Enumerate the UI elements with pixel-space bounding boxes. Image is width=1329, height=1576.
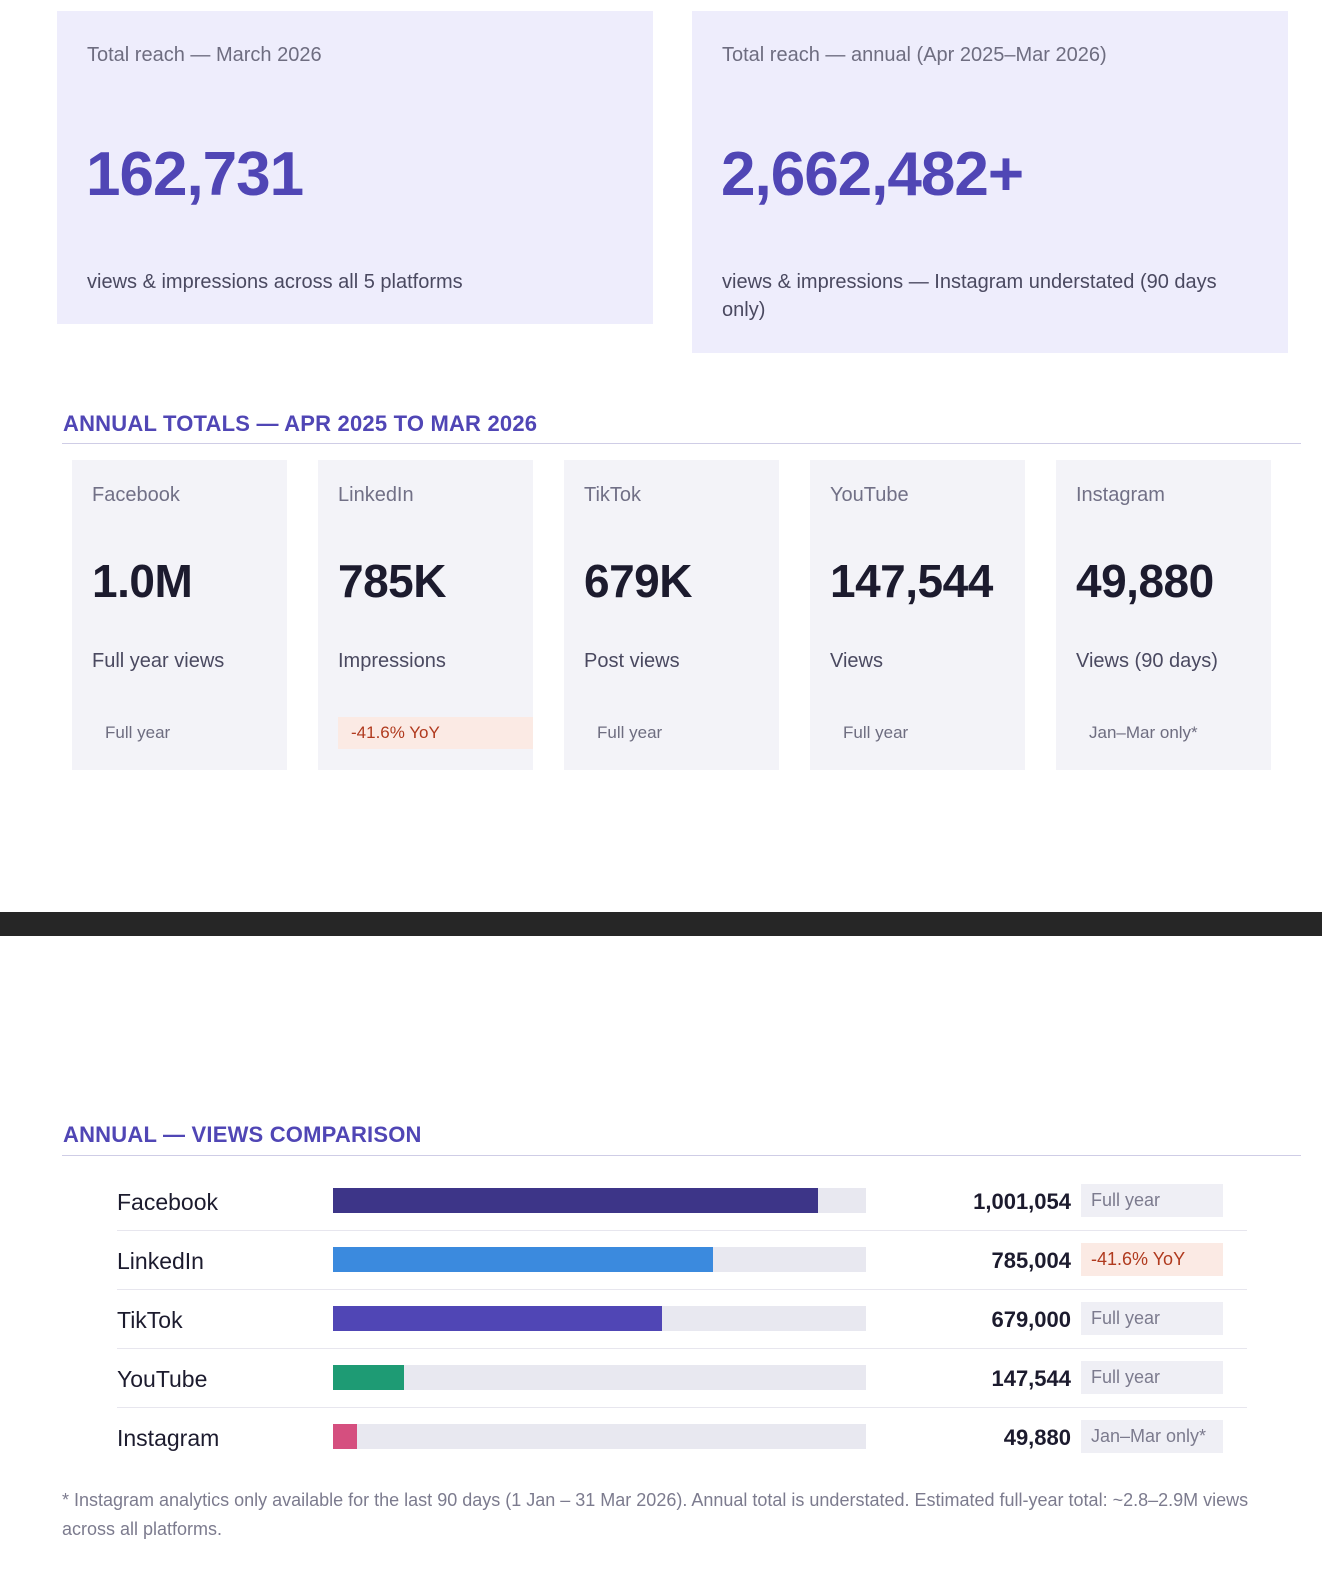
bar-fill-youtube [333,1365,405,1390]
card-badge: Full year [843,723,909,742]
hero-card-monthly-reach: Total reach — March 2026 162,731 views &… [57,11,653,324]
row-views-value: 1,001,054 [973,1189,1071,1214]
platform-card-youtube: YouTube 147,544 Views Full year [810,460,1025,770]
bar-fill-tiktok [333,1306,662,1331]
card-badge-yoy: -41.6% YoY [338,717,533,749]
platform-card-instagram: Instagram 49,880 Views (90 days) Jan–Mar… [1056,460,1271,770]
hero-label: Total reach — annual (Apr 2025–Mar 2026) [722,44,1107,66]
row-badge: Full year [1081,1302,1223,1335]
hero-label: Total reach — March 2026 [87,44,322,66]
row-views-value: 147,544 [991,1366,1071,1391]
section-divider [62,443,1301,444]
row-badge: Jan–Mar only* [1081,1420,1223,1453]
card-badge: Full year [597,723,663,742]
row-separator [117,1407,1247,1408]
row-platform-name: TikTok [117,1307,183,1333]
section-divider [62,1155,1301,1156]
platform-card-tiktok: TikTok 679K Post views Full year [564,460,779,770]
row-separator [117,1348,1247,1349]
card-platform-name: LinkedIn [338,484,414,506]
row-views-value: 679,000 [991,1307,1071,1332]
row-platform-name: Instagram [117,1425,220,1451]
hero-value: 162,731 [86,140,304,209]
row-badge: Full year [1081,1361,1223,1394]
bar-track [333,1306,866,1331]
card-platform-name: Facebook [92,484,180,506]
hero-value: 2,662,482+ [721,140,1024,209]
row-platform-name: YouTube [117,1366,208,1392]
platform-card-linkedin: LinkedIn 785K Impressions -41.6% YoY [318,460,533,770]
row-separator [117,1230,1247,1231]
card-badge: Full year [105,723,171,742]
row-badge-yoy: -41.6% YoY [1081,1243,1223,1276]
bar-fill-facebook [333,1188,819,1213]
comparison-row-instagram: Instagram 49,880 Jan–Mar only* [117,1408,1247,1467]
row-badge: Full year [1081,1184,1223,1217]
card-value: 785K [338,555,446,607]
card-badge: Jan–Mar only* [1089,723,1198,742]
hero-card-annual-reach: Total reach — annual (Apr 2025–Mar 2026)… [692,11,1288,353]
comparison-row-facebook: Facebook 1,001,054 Full year [117,1172,1247,1231]
card-platform-name: YouTube [830,484,909,506]
card-metric: Post views [584,650,680,672]
comparison-row-linkedin: LinkedIn 785,004 -41.6% YoY [117,1231,1247,1290]
card-metric: Views [830,650,883,672]
row-views-value: 785,004 [991,1248,1071,1273]
bar-fill-instagram [333,1424,358,1449]
card-value: 49,880 [1076,555,1214,607]
footnote: * Instagram analytics only available for… [62,1490,1249,1539]
comparison-row-tiktok: TikTok 679,000 Full year [117,1290,1247,1349]
comparison-row-youtube: YouTube 147,544 Full year [117,1349,1247,1408]
bar-track [333,1365,866,1390]
card-metric: Full year views [92,650,225,672]
row-separator [117,1289,1247,1290]
bar-fill-linkedin [333,1247,714,1272]
section-title-annual-totals: ANNUAL TOTALS — APR 2025 TO MAR 2026 [63,411,538,436]
card-platform-name: TikTok [584,484,642,506]
card-value: 679K [584,555,692,607]
card-value: 147,544 [830,555,993,607]
card-metric: Impressions [338,650,446,672]
bar-track [333,1247,866,1272]
card-value: 1.0M [92,555,193,607]
platform-card-facebook: Facebook 1.0M Full year views Full year [72,460,287,770]
card-platform-name: Instagram [1076,484,1165,506]
hero-subtext: views & impressions across all 5 platfor… [87,271,463,293]
bar-track [333,1424,866,1449]
row-platform-name: Facebook [117,1189,219,1215]
row-views-value: 49,880 [1003,1425,1071,1450]
row-platform-name: LinkedIn [117,1248,204,1274]
section-title-views-comparison: ANNUAL — VIEWS COMPARISON [63,1122,422,1147]
hero-subtext: views & impressions — Instagram understa… [722,271,1217,321]
page-break-bar [0,912,1322,936]
bar-track [333,1188,866,1213]
card-metric: Views (90 days) [1076,650,1218,672]
